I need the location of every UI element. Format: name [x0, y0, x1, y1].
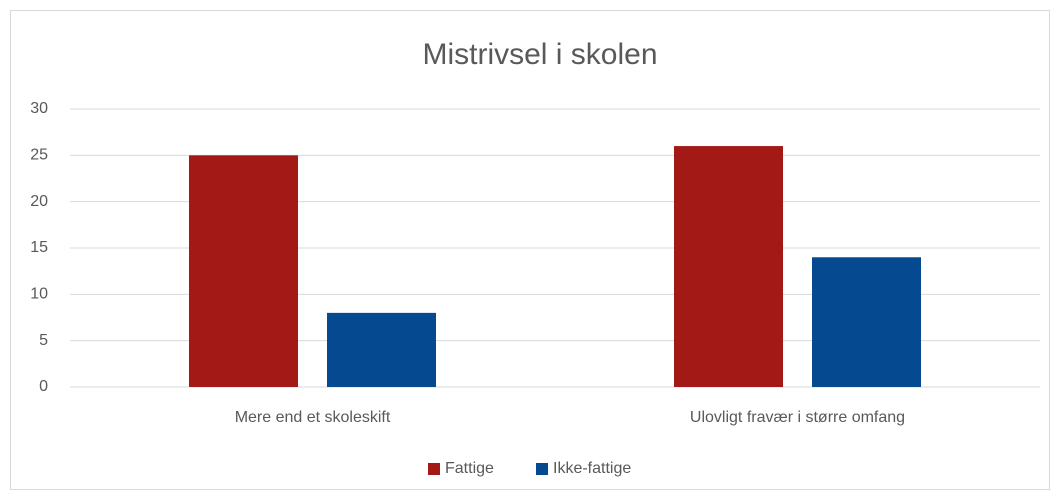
y-tick-label: 5	[39, 332, 48, 349]
bar	[674, 146, 783, 387]
x-tick-label: Ulovligt fravær i større omfang	[690, 409, 905, 426]
y-tick-label: 20	[30, 193, 48, 210]
legend-label: Ikke-fattige	[553, 460, 631, 477]
legend-label: Fattige	[445, 460, 494, 477]
bar	[327, 312, 436, 387]
y-tick-label: 30	[30, 100, 48, 117]
bar	[189, 155, 298, 387]
y-tick-label: 10	[30, 286, 48, 303]
legend-swatch	[536, 463, 548, 475]
y-tick-label: 25	[30, 147, 48, 164]
bar	[812, 257, 921, 387]
y-tick-label: 15	[30, 239, 48, 256]
chart-border	[10, 10, 1050, 490]
legend-swatch	[428, 463, 440, 475]
chart-title: Mistrivsel i skolen	[422, 38, 657, 71]
y-tick-label: 0	[39, 378, 48, 395]
x-tick-label: Mere end et skoleskift	[235, 409, 391, 426]
